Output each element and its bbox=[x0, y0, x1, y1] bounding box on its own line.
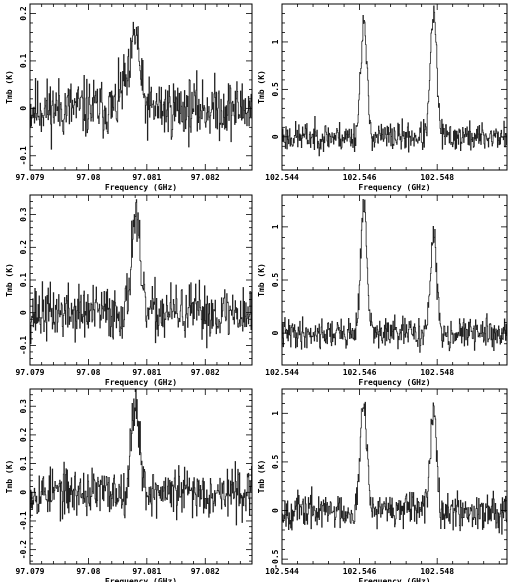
plot-frame bbox=[29, 3, 253, 171]
y-tick-label: 0 bbox=[19, 310, 28, 315]
y-tick-label: 0.2 bbox=[19, 240, 28, 255]
y-tick-label: 0.5 bbox=[271, 455, 280, 470]
x-tick-label: 102.546 bbox=[343, 173, 377, 182]
y-axis-title: Tmb (K) bbox=[5, 460, 14, 494]
y-tick-label: 0 bbox=[19, 490, 28, 495]
y-axis-title: Tmb (K) bbox=[5, 70, 14, 104]
spectrum-panel-2: 102.544 102.546 102.548 0 0.5 1 Frequency (GHz… bbox=[257, 3, 508, 192]
x-tick-label: 102.544 bbox=[265, 567, 299, 576]
y-tick-label: 0.2 bbox=[19, 427, 28, 442]
y-tick-label: 1 bbox=[271, 411, 280, 416]
spectrum-trace bbox=[282, 401, 507, 535]
x-axis-title: Frequency (GHz) bbox=[105, 183, 177, 192]
plot-frame bbox=[29, 388, 253, 565]
x-tick-label: 97.082 bbox=[191, 567, 220, 576]
x-tick-label: 97.081 bbox=[132, 173, 161, 182]
y-tick-label: 0.1 bbox=[19, 273, 28, 288]
x-tick-label: 97.079 bbox=[16, 368, 45, 377]
y-tick-label: -0.2 bbox=[19, 540, 28, 559]
y-tick-label: 0.1 bbox=[19, 54, 28, 69]
y-axis-title: Tmb (K) bbox=[257, 460, 266, 494]
spectrum-panel-1: 97.079 97.08 97.081 97.082 -0.1 0 0.1 0.2 Freque… bbox=[5, 3, 253, 192]
x-tick-label: 97.081 bbox=[132, 368, 161, 377]
x-tick-label: 102.544 bbox=[265, 368, 299, 377]
x-axis-title: Frequency (GHz) bbox=[105, 577, 177, 582]
y-tick-label: 0 bbox=[271, 508, 280, 513]
x-tick-label: 97.081 bbox=[132, 567, 161, 576]
y-tick-label: 0 bbox=[271, 331, 280, 336]
x-tick-label: 97.08 bbox=[76, 368, 100, 377]
x-tick-label: 102.548 bbox=[420, 173, 454, 182]
spectrum-panel-6: 102.544 102.546 102.548 -0.5 0 0.5 1 Frequency … bbox=[257, 388, 508, 582]
y-tick-label: 1 bbox=[271, 224, 280, 229]
x-tick-label: 102.544 bbox=[265, 173, 299, 182]
y-tick-label: 0.5 bbox=[271, 82, 280, 97]
x-axis-title: Frequency (GHz) bbox=[358, 577, 430, 582]
y-tick-label: 0 bbox=[271, 134, 280, 139]
spectrum-panel-5: 97.079 97.08 97.081 97.082 -0.2 -0.1 0 0.1 0.2 0.… bbox=[5, 388, 253, 582]
x-tick-label: 97.082 bbox=[191, 173, 220, 182]
y-tick-label: -0.1 bbox=[19, 336, 28, 355]
spectrum-trace bbox=[282, 5, 507, 157]
spectrum-trace bbox=[30, 389, 252, 526]
y-tick-label: -0.5 bbox=[271, 549, 280, 568]
y-tick-label: 0.3 bbox=[19, 207, 28, 222]
x-axis-title: Frequency (GHz) bbox=[105, 378, 177, 387]
spectrum-trace bbox=[30, 199, 252, 349]
y-tick-label: 0.3 bbox=[19, 399, 28, 414]
x-tick-label: 97.08 bbox=[76, 567, 100, 576]
x-tick-label: 97.08 bbox=[76, 173, 100, 182]
plot-frame bbox=[281, 388, 508, 565]
y-axis-title: Tmb (K) bbox=[257, 263, 266, 297]
x-axis-title: Frequency (GHz) bbox=[358, 378, 430, 387]
y-tick-label: 0.2 bbox=[19, 6, 28, 21]
y-tick-label: 1 bbox=[271, 39, 280, 44]
y-tick-label: 0.1 bbox=[19, 456, 28, 471]
y-tick-label: 0.5 bbox=[271, 273, 280, 288]
spectrum-panel-3: 97.079 97.08 97.081 97.082 -0.1 0 0.1 0.2 0.3 Fre… bbox=[5, 194, 253, 387]
x-tick-label: 102.546 bbox=[343, 567, 377, 576]
x-tick-label: 97.079 bbox=[16, 567, 45, 576]
x-tick-label: 102.548 bbox=[420, 567, 454, 576]
plot-frame bbox=[281, 3, 508, 171]
y-axis-title: Tmb (K) bbox=[257, 70, 266, 104]
y-tick-label: -0.1 bbox=[19, 146, 28, 165]
x-axis-title: Frequency (GHz) bbox=[358, 183, 430, 192]
y-tick-label: -0.1 bbox=[19, 511, 28, 530]
x-tick-label: 102.546 bbox=[343, 368, 377, 377]
spectrum-trace bbox=[282, 198, 507, 353]
spectrum-trace bbox=[30, 21, 252, 150]
y-axis-title: Tmb (K) bbox=[5, 263, 14, 297]
spectrum-panel-4: 102.544 102.546 102.548 0 0.5 1 Frequency (GHz… bbox=[257, 194, 508, 387]
x-tick-label: 97.079 bbox=[16, 173, 45, 182]
plot-frame bbox=[281, 194, 508, 366]
y-tick-label: 0 bbox=[19, 106, 28, 111]
x-tick-label: 97.082 bbox=[191, 368, 220, 377]
x-tick-label: 102.548 bbox=[420, 368, 454, 377]
